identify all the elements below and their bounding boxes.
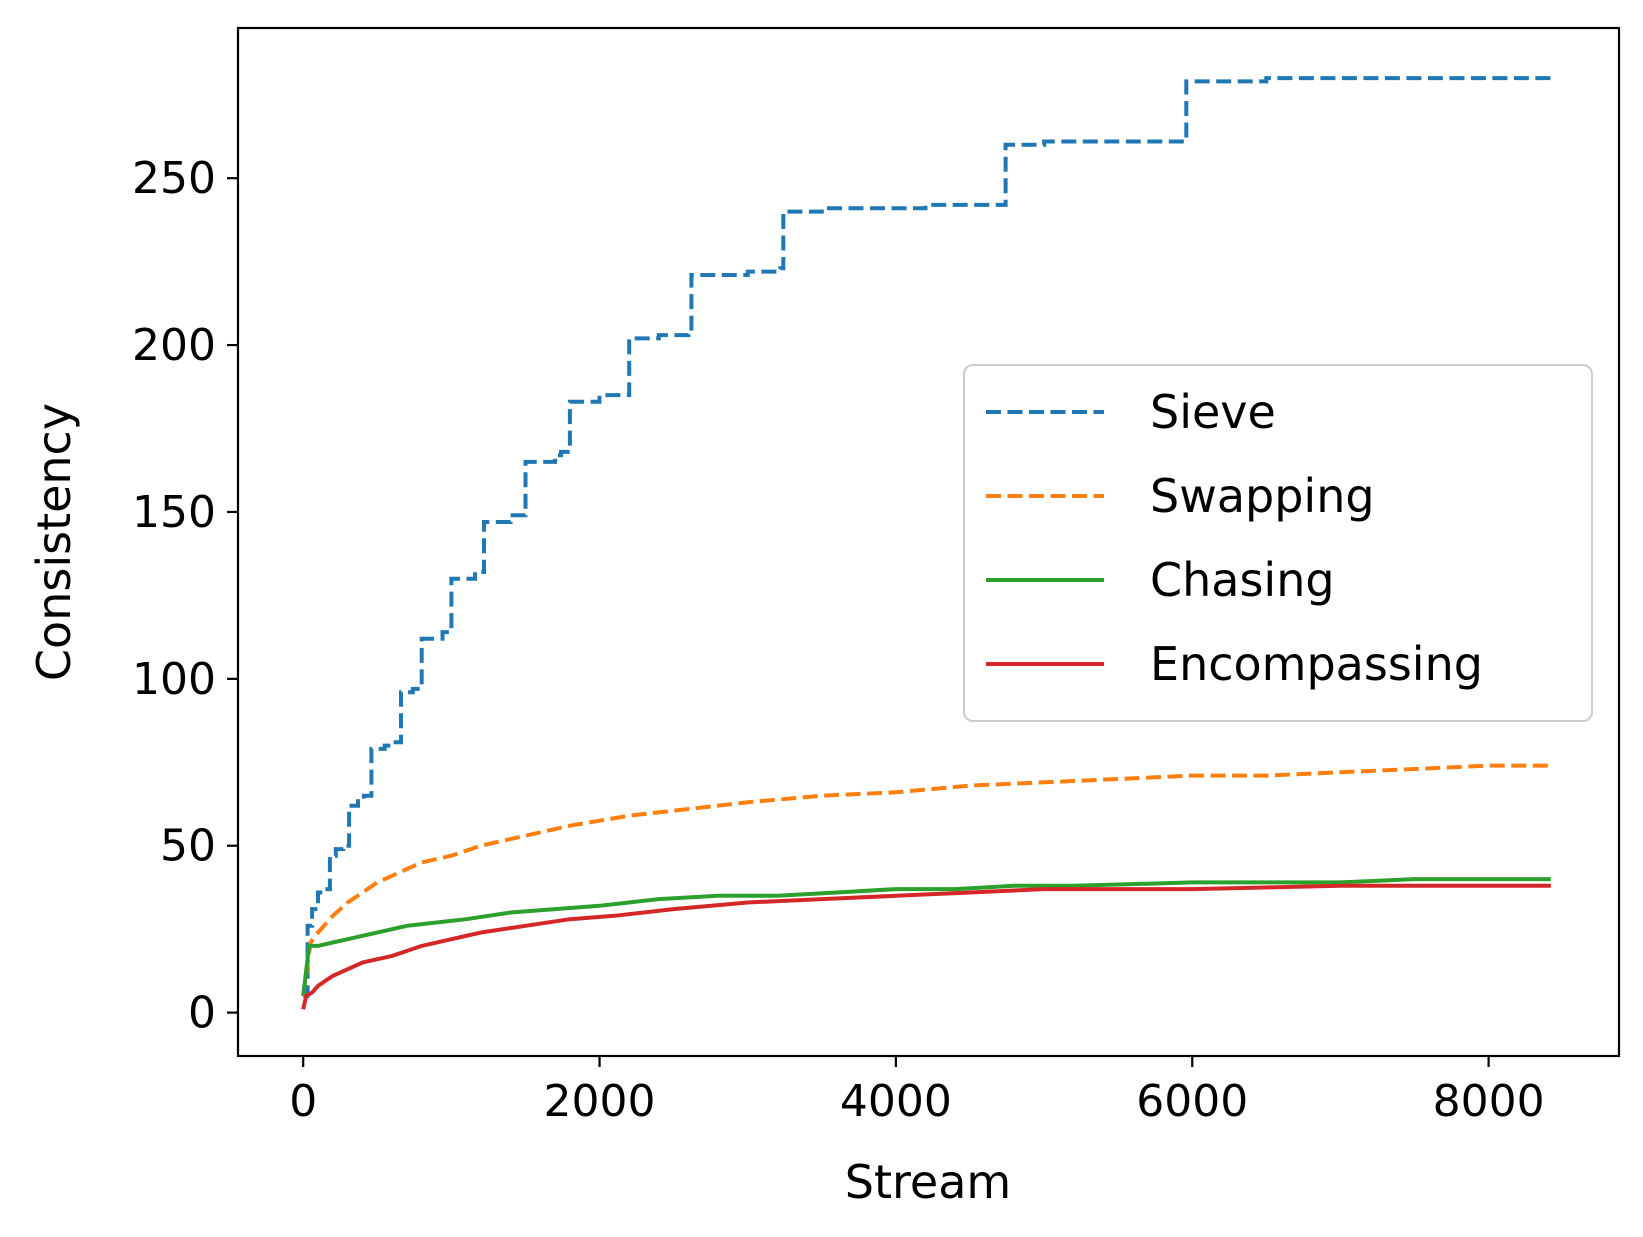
- y-tick-label: 250: [132, 153, 216, 204]
- legend-label-sieve: Sieve: [1150, 385, 1276, 439]
- x-axis-label: Stream: [845, 1155, 1011, 1209]
- legend-label-swapping: Swapping: [1150, 469, 1375, 523]
- x-tick-label: 6000: [1136, 1076, 1248, 1127]
- legend-label-encompassing: Encompassing: [1150, 637, 1483, 691]
- x-axis-ticks: 0 2000 4000 6000 8000: [289, 1056, 1545, 1127]
- series-line-encompassing: [301, 883, 1551, 1010]
- x-tick-label: 2000: [544, 1076, 656, 1127]
- y-tick-label: 150: [132, 487, 216, 538]
- y-tick-label: 200: [132, 320, 216, 371]
- series-line-swapping: [301, 763, 1551, 997]
- series-line-chasing: [301, 877, 1551, 997]
- series-line-sieve: [303, 76, 1551, 998]
- y-tick-label: 100: [132, 654, 216, 705]
- legend: Sieve Swapping Chasing Encompassing: [963, 364, 1593, 722]
- legend-label-chasing: Chasing: [1150, 553, 1335, 607]
- x-tick-label: 8000: [1433, 1076, 1545, 1127]
- x-tick-label: 4000: [840, 1076, 952, 1127]
- plot-lines: [301, 76, 1551, 1010]
- y-tick-label: 50: [160, 821, 216, 872]
- plot-frame: [236, 26, 1621, 1058]
- y-tick-label: 0: [188, 988, 216, 1039]
- x-tick-label: 0: [289, 1076, 317, 1127]
- y-axis-ticks: 0 50 100 150 200 250: [132, 153, 238, 1039]
- y-axis-label: Consistency: [27, 403, 81, 681]
- legend-box: [963, 364, 1593, 722]
- legend-items: Sieve Swapping Chasing Encompassing: [986, 385, 1483, 691]
